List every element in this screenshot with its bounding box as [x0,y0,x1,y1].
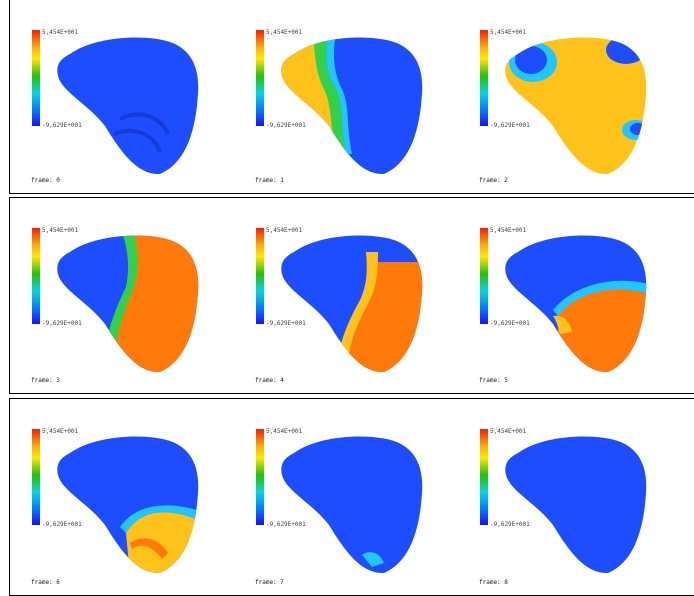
heart-render [505,37,647,175]
colorbar [256,30,264,126]
frame-label: frame: 5 [479,377,508,384]
colorbar-max-label: 5,454E+001 [42,428,79,435]
colorbar [256,429,264,525]
frame-cell-6: 5,454E+001 -9,629E+001 frame: 6 [10,399,234,595]
frame-label: frame: 3 [31,377,60,384]
colorbar [32,429,40,525]
frame-cell-2: 5,454E+001 -9,629E+001 frame: 2 [458,0,682,193]
colorbar-max-label: 5,454E+001 [266,29,303,36]
frame-cell-5: 5,454E+001 -9,629E+001 frame: 5 [458,198,682,393]
frame-label: frame: 4 [255,377,284,384]
colorbar-min-label: -9,629E+001 [490,521,530,528]
frame-cell-0: 5,454E+001 -9,629E+001 frame: 0 [10,0,234,193]
colorbar-min-label: -9,629E+001 [42,122,82,129]
heart-render [505,235,647,373]
heart-render [57,37,199,175]
colorbar-min-label: -9,629E+001 [490,122,530,129]
colorbar [32,228,40,324]
frame-cell-8: 5,454E+001 -9,629E+001 frame: 8 [458,399,682,595]
colorbar-min-label: -9,629E+001 [266,320,306,327]
frame-cell-3: 5,454E+001 -9,629E+001 frame: 3 [10,198,234,393]
frame-row-1: 5,454E+001 -9,629E+001 frame: 0 5,454E+0… [9,0,694,194]
heart-render [505,436,647,574]
colorbar-max-label: 5,454E+001 [490,29,527,36]
colorbar-max-label: 5,454E+001 [266,428,303,435]
colorbar-min-label: -9,629E+001 [42,521,82,528]
colorbar-max-label: 5,454E+001 [42,227,79,234]
colorbar [32,30,40,126]
colorbar [480,429,488,525]
colorbar-max-label: 5,454E+001 [266,227,303,234]
colorbar-min-label: -9,629E+001 [490,320,530,327]
colorbar-max-label: 5,454E+001 [42,29,79,36]
colorbar-min-label: -9,629E+001 [266,122,306,129]
frame-label: frame: 8 [479,579,508,586]
colorbar-min-label: -9,629E+001 [266,521,306,528]
frame-cell-7: 5,454E+001 -9,629E+001 frame: 7 [234,399,458,595]
frame-label: frame: 6 [31,579,60,586]
frame-cell-1: 5,454E+001 -9,629E+001 frame: 1 [234,0,458,193]
heart-render [57,235,199,373]
frame-label: frame: 2 [479,177,508,184]
colorbar [480,30,488,126]
colorbar-max-label: 5,454E+001 [490,428,527,435]
frame-label: frame: 1 [255,177,284,184]
colorbar-max-label: 5,454E+001 [490,227,527,234]
frame-label: frame: 7 [255,579,284,586]
frame-row-2: 5,454E+001 -9,629E+001 frame: 3 5,454E+0… [9,197,694,394]
frame-row-3: 5,454E+001 -9,629E+001 frame: 6 5,454E+0… [9,398,694,596]
heart-render [281,436,423,574]
heart-render [281,235,423,373]
frame-label: frame: 0 [31,177,60,184]
colorbar [256,228,264,324]
heart-render [57,436,199,574]
heart-render [281,37,423,175]
colorbar [480,228,488,324]
colorbar-min-label: -9,629E+001 [42,320,82,327]
frame-cell-4: 5,454E+001 -9,629E+001 frame: 4 [234,198,458,393]
